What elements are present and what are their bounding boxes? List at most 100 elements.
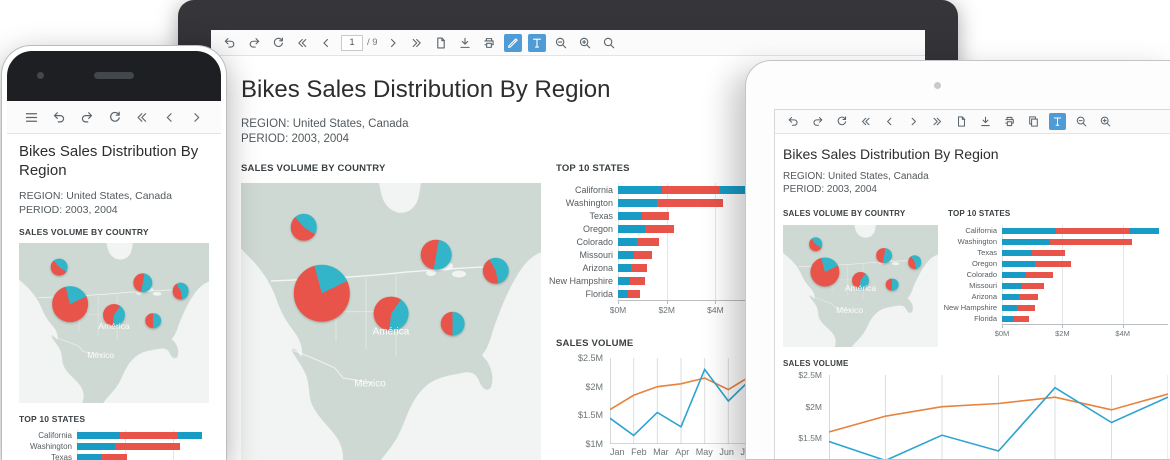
bar-segment — [618, 251, 634, 259]
bar-segment — [618, 277, 630, 285]
next-page-button[interactable] — [905, 113, 922, 130]
bar-row — [618, 196, 752, 209]
zoom-in-button[interactable] — [576, 34, 594, 52]
prev-page-icon — [319, 36, 333, 50]
tablet-camera — [934, 82, 941, 89]
bar-segment — [1035, 261, 1071, 267]
undo-button[interactable] — [50, 108, 69, 127]
y-axis-tick-label: $2.5M — [578, 353, 603, 363]
map-section-title: SALES VOLUME BY COUNTRY — [241, 163, 541, 174]
bar-row — [1002, 291, 1168, 302]
tablet-device: Bikes Sales Distribution By Region REGIO… — [745, 60, 1170, 460]
bar-category-label: Oregon — [556, 222, 618, 235]
download-button[interactable] — [977, 113, 994, 130]
sales-pie-marker — [886, 278, 899, 291]
map-section: SALES VOLUME BY COUNTRY AméricaMéxico — [783, 209, 938, 347]
print-button[interactable] — [1001, 113, 1018, 130]
bar-row — [1002, 269, 1168, 280]
next-page-button[interactable] — [384, 34, 402, 52]
first-page-button[interactable] — [293, 34, 311, 52]
page-total-label: / 9 — [367, 37, 378, 48]
sales-pie-marker — [440, 311, 465, 336]
next-page-icon — [907, 115, 920, 128]
refresh-button[interactable] — [105, 108, 124, 127]
bar-category-label: Florida — [556, 287, 618, 300]
prev-page-button[interactable] — [317, 34, 335, 52]
sales-pie-marker — [421, 239, 452, 270]
bar-row — [1002, 247, 1168, 258]
redo-button[interactable] — [245, 34, 263, 52]
bar-category-label: Colorado — [556, 235, 618, 248]
prev-page-button[interactable] — [160, 108, 179, 127]
document-icon — [955, 115, 968, 128]
bar-segment — [618, 225, 645, 233]
report-period: PERIOD: 2003, 2004 — [783, 184, 1168, 195]
y-axis-tick-label: $2M — [805, 402, 822, 412]
line-chart-plot — [610, 358, 752, 444]
bars-section-title: TOP 10 STATES — [948, 209, 1168, 218]
print-icon — [1003, 115, 1016, 128]
bar-segment — [634, 251, 652, 259]
first-page-icon — [859, 115, 872, 128]
sales-pie-marker — [908, 255, 922, 269]
print-icon — [482, 36, 496, 50]
sales-volume-line-chart: $2.5M$2M$1.5M$1MJanFebMarAprMayJunJul — [783, 375, 1168, 459]
zoom-out-button[interactable] — [552, 34, 570, 52]
prev-page-icon — [883, 115, 896, 128]
bar-row — [618, 222, 752, 235]
next-page-button[interactable] — [187, 108, 206, 127]
bar-x-axis: $0M$2M$4M — [618, 300, 752, 316]
zoom-in-button[interactable] — [1097, 113, 1114, 130]
zoom-out-button[interactable] — [1073, 113, 1090, 130]
bar-row — [618, 274, 752, 287]
bar-row — [618, 235, 752, 248]
document-button[interactable] — [953, 113, 970, 130]
redo-button[interactable] — [77, 108, 96, 127]
bar-category-label: Florida — [948, 313, 1002, 324]
bar-segment — [618, 264, 631, 272]
last-page-button[interactable] — [929, 113, 946, 130]
x-axis-month-label: Feb — [631, 447, 647, 457]
download-button[interactable] — [456, 34, 474, 52]
page-indicator: 1 / 9 — [341, 35, 378, 51]
line-section-title: SALES VOLUME — [556, 338, 752, 349]
undo-button[interactable] — [785, 113, 802, 130]
bar-row — [618, 261, 752, 274]
undo-button[interactable] — [221, 34, 239, 52]
first-page-icon — [134, 110, 149, 125]
refresh-button[interactable] — [269, 34, 287, 52]
sales-volume-map: AméricaMéxico — [241, 183, 541, 460]
highlight-button[interactable] — [504, 34, 522, 52]
bar-category-label: Oregon — [948, 258, 1002, 269]
first-page-icon — [295, 36, 309, 50]
bar-segment — [178, 432, 202, 439]
map-section-title: SALES VOLUME BY COUNTRY — [783, 209, 938, 218]
bar-segment — [1014, 316, 1029, 322]
x-axis-tickmark — [715, 300, 716, 304]
menu-button[interactable] — [22, 108, 41, 127]
first-page-button[interactable] — [857, 113, 874, 130]
print-button[interactable] — [480, 34, 498, 52]
refresh-button[interactable] — [833, 113, 850, 130]
redo-button[interactable] — [809, 113, 826, 130]
top-states-bar-chart: CaliforniaWashingtonTexasOregonColoradoM… — [556, 183, 752, 316]
map-section-title: SALES VOLUME BY COUNTRY — [19, 227, 209, 237]
last-page-button[interactable] — [408, 34, 426, 52]
text-search-button[interactable] — [1049, 113, 1066, 130]
bar-segment — [101, 454, 127, 460]
search-button[interactable] — [600, 34, 618, 52]
bar-category-label: Missouri — [556, 248, 618, 261]
bar-category-label: California — [19, 430, 77, 441]
sales-pie-marker — [52, 286, 88, 322]
page-number-input[interactable]: 1 — [341, 35, 363, 51]
document-button[interactable] — [432, 34, 450, 52]
bar-row — [1002, 313, 1168, 324]
copy-button[interactable] — [1025, 113, 1042, 130]
bar-segment — [637, 238, 659, 246]
map-country-label: México — [87, 350, 114, 360]
phone-top-bezel — [7, 51, 221, 101]
text-search-button[interactable] — [528, 34, 546, 52]
bar-segment — [1002, 261, 1035, 267]
prev-page-button[interactable] — [881, 113, 898, 130]
first-page-button[interactable] — [132, 108, 151, 127]
